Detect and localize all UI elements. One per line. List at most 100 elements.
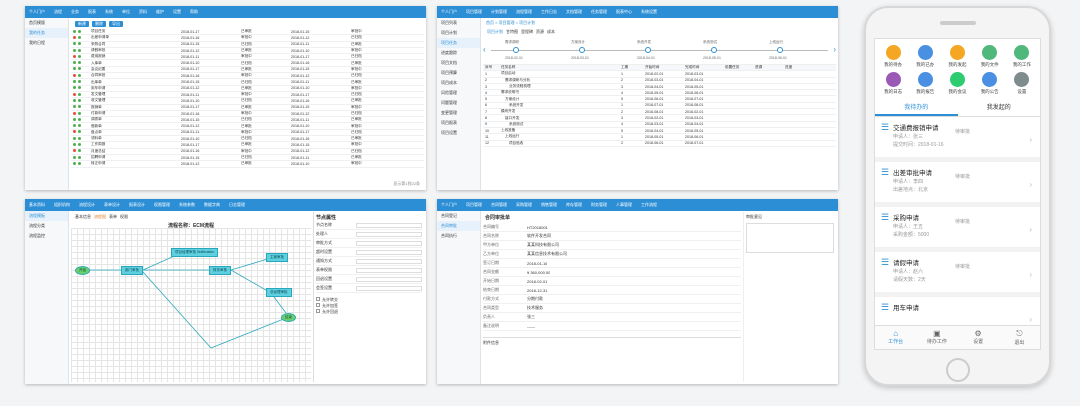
designer-tab[interactable]: 基本信息 <box>75 214 91 219</box>
nav-item[interactable]: 报表 <box>88 9 96 14</box>
field-value[interactable]: 2018-01-16 <box>527 260 548 266</box>
flow-node[interactable]: 总经理审批 <box>266 288 292 297</box>
sidebar-item[interactable]: 项目预算 <box>441 70 457 75</box>
table-row[interactable]: 采购合同 2018-01-15 已归档 2018-01-11 已审批 <box>71 42 424 48</box>
nav-item[interactable]: 个人门户 <box>29 9 45 14</box>
field-value[interactable]: 2018-12-31 <box>527 287 548 293</box>
sidebar-item[interactable]: 变更管理 <box>441 110 457 115</box>
table-row[interactable]: 收文管理 2018-01-10 已归档 2018-01-16 已审批 <box>71 98 424 105</box>
sidebar-item[interactable]: 项目文档 <box>441 60 457 65</box>
flow-node[interactable]: 开始 <box>75 266 90 275</box>
table-row[interactable]: 出库单 2018-01-15 已归档 2018-01-11 已审批 <box>71 79 424 86</box>
field-value[interactable]: 分期付款 <box>527 296 543 301</box>
nav-item[interactable]: 合同管理 <box>491 202 507 207</box>
property-input[interactable] <box>356 276 422 282</box>
prev-arrow-icon[interactable]: ‹ <box>483 45 486 54</box>
bottom-nav-item[interactable]: ⎋ 退出 <box>999 326 1040 349</box>
designer-tab[interactable]: 表单 <box>109 214 117 219</box>
table-row[interactable]: 项目任务 2018-01-17 已审批 2018-01-15 审批中 <box>71 29 424 36</box>
toolbar-button[interactable]: 删除 <box>92 21 106 27</box>
sidebar-item[interactable]: 流程分类 <box>29 223 45 228</box>
nav-item[interactable]: 设置 <box>173 9 181 14</box>
nav-item[interactable]: 表单设计 <box>104 202 120 207</box>
field-value[interactable]: ¥ 360,000.00 <box>527 269 551 275</box>
nav-item[interactable]: 库存管理 <box>566 202 582 207</box>
table-row[interactable]: 工作周报 2018-01-17 已审批 2018-01-15 审批中 <box>71 142 424 149</box>
sidebar-item[interactable]: 合同执行 <box>441 233 457 238</box>
designer-tab[interactable]: 权限 <box>120 214 128 219</box>
nav-item[interactable]: 权限管理 <box>154 202 170 207</box>
task-row[interactable]: 9 系统测试 4 2018-03-01 2018-04-01 <box>483 122 836 128</box>
table-row[interactable]: 合同审批 2018-01-16 审批中 2018-01-12 已归档 <box>71 73 424 80</box>
field-value[interactable]: HT2018001 <box>527 224 548 230</box>
table-row[interactable]: 请假审批 2018-01-12 已审批 2018-01-10 审批中 <box>71 48 424 55</box>
nav-item[interactable]: 采购管理 <box>516 202 532 207</box>
property-input[interactable] <box>356 231 422 237</box>
sidebar-item[interactable]: 项目计划 <box>441 30 457 35</box>
sidebar-item[interactable]: 问题管理 <box>441 100 457 105</box>
nav-item[interactable]: 财务管理 <box>591 202 607 207</box>
task-row[interactable]: 11 上线运行 1 2018-05-01 2018-06-01 <box>483 134 836 141</box>
table-row[interactable]: 用车申请 2018-01-12 已审批 2018-01-10 审批中 <box>71 86 424 92</box>
mobile-tab[interactable]: 我发起的 <box>986 105 1011 111</box>
property-input[interactable] <box>356 267 422 273</box>
table-row[interactable]: 借款单 2018-01-12 已审批 2018-01-10 审批中 <box>71 123 424 130</box>
app-shortcut[interactable]: 我的已办 <box>909 45 941 68</box>
view-tab[interactable]: 成本 <box>547 29 555 34</box>
field-value[interactable]: 技术服务 <box>527 305 543 310</box>
sidebar-item[interactable]: 项目报表 <box>441 120 457 125</box>
task-row[interactable]: 3 业务流程梳理 3 2018-04-01 2018-05-01 <box>483 84 836 91</box>
app-shortcut[interactable]: 我的发起 <box>941 45 973 68</box>
sidebar-item[interactable]: 项目列表 <box>441 20 457 25</box>
property-input[interactable] <box>356 240 422 246</box>
table-row[interactable]: 转正申请 2018-01-12 已审批 2018-01-10 审批中 <box>71 161 424 168</box>
table-row[interactable]: 出差申请单 2018-01-16 审批中 2018-01-12 已归档 <box>71 35 424 42</box>
nav-item[interactable]: 个人门户 <box>441 9 457 14</box>
app-shortcut[interactable]: 我的报告 <box>909 72 941 95</box>
table-row[interactable]: 领料单 2018-01-10 已归档 2018-01-16 已审批 <box>71 136 424 143</box>
sidebar-item[interactable]: 流程监控 <box>29 233 45 238</box>
sidebar-item[interactable]: 项目成本 <box>441 80 457 85</box>
table-row[interactable]: 付款申请 2018-01-16 审批中 2018-01-12 已归档 <box>71 111 424 118</box>
sidebar-item[interactable]: 合同审批 <box>437 221 480 231</box>
nav-item[interactable]: 报表设计 <box>129 202 145 207</box>
property-input[interactable] <box>356 285 422 291</box>
task-card[interactable]: ☰ 交通费报销申请 申请人：张三 提交时间：2018-01-16 待审批 › <box>875 117 1040 162</box>
table-row[interactable]: 发文管理 2018-01-11 审批中 2018-01-17 已归档 <box>71 92 424 99</box>
nav-item[interactable]: 文档管理 <box>566 9 582 14</box>
nav-item[interactable]: 组织机构 <box>54 202 70 207</box>
designer-tab[interactable]: 流程图 <box>94 214 106 219</box>
nav-item[interactable]: 维护 <box>156 9 164 14</box>
bottom-nav-item[interactable]: ⚙ 设置 <box>958 326 999 349</box>
sidebar-item[interactable]: 流程模板 <box>25 211 68 221</box>
flow-node[interactable]: 项目经理审批 Notification <box>171 248 219 257</box>
property-input[interactable] <box>356 249 422 255</box>
app-shortcut[interactable]: 我的公告 <box>974 72 1006 95</box>
sidebar-item[interactable]: 合同登记 <box>441 213 457 218</box>
table-row[interactable]: 会议纪要 2018-01-17 已审批 2018-01-15 审批中 <box>71 67 424 74</box>
app-shortcut[interactable]: 我的工作 <box>1006 45 1038 68</box>
nav-item[interactable]: 日志管理 <box>229 202 245 207</box>
flow-node[interactable]: 结束 <box>281 313 296 322</box>
toolbar-button[interactable]: 新建 <box>75 21 89 27</box>
nav-item[interactable]: 个人门户 <box>441 202 457 207</box>
nav-item[interactable]: 业务 <box>71 9 79 14</box>
app-shortcut[interactable]: 我的日志 <box>877 72 909 95</box>
nav-item[interactable]: 报表中心 <box>616 9 632 14</box>
nav-item[interactable]: 帮助 <box>190 9 198 14</box>
nav-item[interactable]: 任务管理 <box>591 9 607 14</box>
nav-item[interactable]: 系统 <box>105 9 113 14</box>
nav-item[interactable]: 资料 <box>139 9 147 14</box>
table-row[interactable]: 报销单 2018-01-17 已审批 2018-01-15 审批中 <box>71 105 424 111</box>
toolbar-button[interactable]: 导出 <box>109 21 123 27</box>
view-tab[interactable]: 甘特图 <box>506 29 518 34</box>
app-shortcut[interactable]: 设置 <box>1006 72 1038 95</box>
nav-item[interactable]: 系统设置 <box>641 9 657 14</box>
app-shortcut[interactable]: 我的待办 <box>877 45 909 68</box>
app-shortcut[interactable]: 我的会议 <box>941 72 973 95</box>
task-row[interactable]: 5 方案设计 5 2018-06-01 2018-07-01 <box>483 96 836 103</box>
view-tab[interactable]: 资源 <box>536 29 544 34</box>
bottom-nav-item[interactable]: ▣ 待办工作 <box>916 326 957 349</box>
table-row[interactable]: 调拨单 2018-01-15 已归档 2018-01-11 已审批 <box>71 117 424 124</box>
flow-node[interactable]: 财务审核 <box>209 266 231 275</box>
